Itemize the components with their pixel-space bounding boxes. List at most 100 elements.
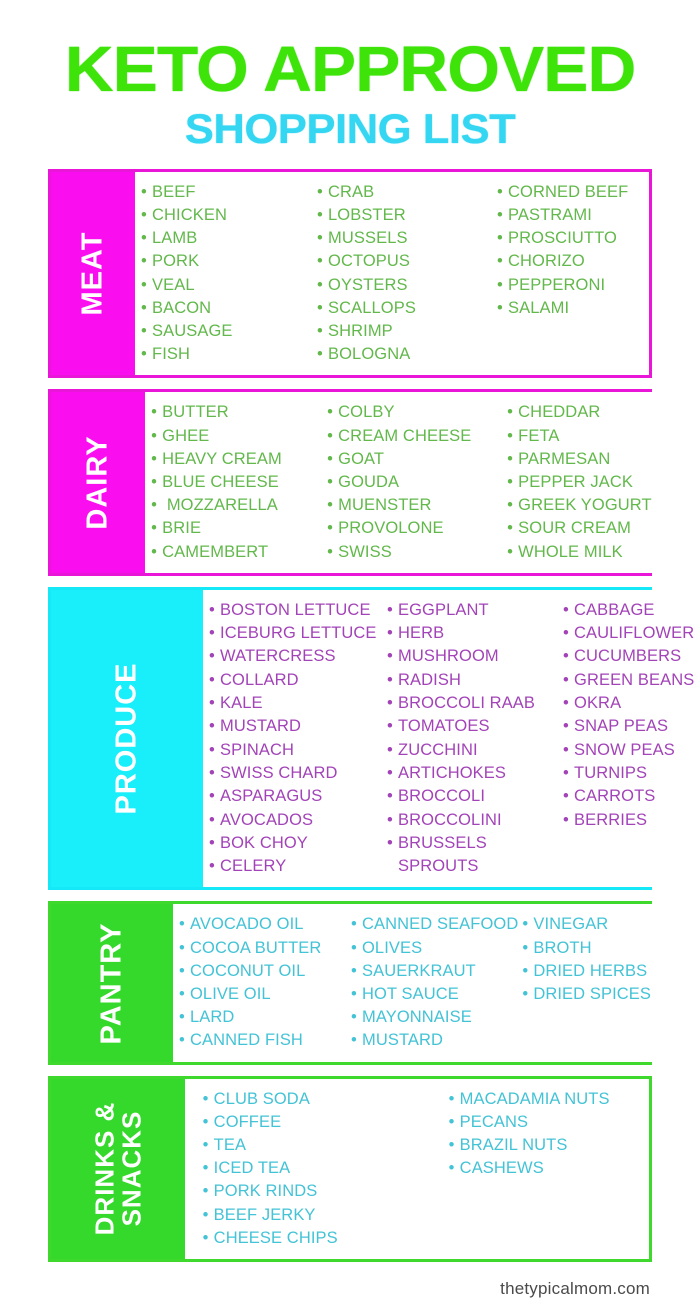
list-item[interactable]: • CANNED SEAFOOD — [351, 913, 518, 936]
list-item[interactable]: • MUENSTER — [327, 494, 503, 517]
list-item[interactable]: • VINEGAR — [522, 913, 651, 936]
list-item[interactable]: • LAMB — [141, 227, 313, 250]
list-item[interactable]: • MAYONNAISE — [351, 1006, 518, 1029]
list-item[interactable]: • SHRIMP — [317, 320, 493, 343]
list-item[interactable]: • SPINACH — [209, 739, 383, 762]
list-item[interactable]: • CASHEWS — [449, 1157, 641, 1180]
list-item[interactable]: • CAMEMBERT — [151, 541, 323, 564]
list-item[interactable]: • PASTRAMI — [497, 204, 641, 227]
list-item[interactable]: • MUSTARD — [209, 715, 383, 738]
list-item[interactable]: • ASPARAGUS — [209, 785, 383, 808]
list-item[interactable]: • EGGPLANT — [387, 599, 559, 622]
list-item[interactable]: • HEAVY CREAM — [151, 448, 323, 471]
list-item[interactable]: • GREEN BEANS — [563, 669, 694, 692]
list-item[interactable]: • GOUDA — [327, 471, 503, 494]
list-item[interactable]: • FISH — [141, 343, 313, 366]
list-item[interactable]: • OKRA — [563, 692, 694, 715]
list-item[interactable]: • BOSTON LETTUCE — [209, 599, 383, 622]
list-item[interactable]: • COLBY — [327, 401, 503, 424]
list-item[interactable]: • WHOLE MILK — [507, 541, 652, 564]
list-item[interactable]: • BEEF — [141, 181, 313, 204]
list-item[interactable]: • WATERCRESS — [209, 645, 383, 668]
list-item[interactable]: • SNOW PEAS — [563, 739, 694, 762]
list-item[interactable]: • BUTTER — [151, 401, 323, 424]
list-item[interactable]: • GREEK YOGURT — [507, 494, 652, 517]
list-item[interactable]: • OLIVES — [351, 937, 518, 960]
list-item[interactable]: • PROSCIUTTO — [497, 227, 641, 250]
list-item[interactable]: • HOT SAUCE — [351, 983, 518, 1006]
list-item[interactable]: • PORK RINDS — [203, 1180, 445, 1203]
list-item[interactable]: • SAUERKRAUT — [351, 960, 518, 983]
list-item[interactable]: • CANNED FISH — [179, 1029, 347, 1052]
list-item[interactable]: • SNAP PEAS — [563, 715, 694, 738]
list-item[interactable]: • LOBSTER — [317, 204, 493, 227]
list-item[interactable]: • DRIED HERBS — [522, 960, 651, 983]
list-item[interactable]: • RADISH — [387, 669, 559, 692]
list-item[interactable]: • BLUE CHEESE — [151, 471, 323, 494]
list-item[interactable]: • BRUSSELS — [387, 832, 559, 855]
list-item[interactable]: • AVOCADOS — [209, 809, 383, 832]
list-item[interactable]: • GHEE — [151, 425, 323, 448]
list-item[interactable]: • COCONUT OIL — [179, 960, 347, 983]
list-item[interactable]: • SCALLOPS — [317, 297, 493, 320]
list-item[interactable]: • PARMESAN — [507, 448, 652, 471]
list-item[interactable]: • BEEF JERKY — [203, 1204, 445, 1227]
list-item[interactable]: • COCOA BUTTER — [179, 937, 347, 960]
list-item[interactable]: • SOUR CREAM — [507, 517, 652, 540]
list-item[interactable]: • MOZZARELLA — [151, 494, 323, 517]
list-item[interactable]: • KALE — [209, 692, 383, 715]
list-item[interactable]: • SWISS — [327, 541, 503, 564]
list-item[interactable]: • ICED TEA — [203, 1157, 445, 1180]
list-item[interactable]: •SPROUTS — [387, 855, 559, 878]
list-item[interactable]: • TOMATOES — [387, 715, 559, 738]
list-item[interactable]: • CHEDDAR — [507, 401, 652, 424]
list-item[interactable]: • SALAMI — [497, 297, 641, 320]
list-item[interactable]: • DRIED SPICES — [522, 983, 651, 1006]
list-item[interactable]: • FETA — [507, 425, 652, 448]
list-item[interactable]: • MUSTARD — [351, 1029, 518, 1052]
list-item[interactable]: • TURNIPS — [563, 762, 694, 785]
list-item[interactable]: • BRIE — [151, 517, 323, 540]
list-item[interactable]: • BERRIES — [563, 809, 694, 832]
list-item[interactable]: • HERB — [387, 622, 559, 645]
list-item[interactable]: • BACON — [141, 297, 313, 320]
list-item[interactable]: • TEA — [203, 1134, 445, 1157]
list-item[interactable]: • CABBAGE — [563, 599, 694, 622]
list-item[interactable]: • BROTH — [522, 937, 651, 960]
list-item[interactable]: • SWISS CHARD — [209, 762, 383, 785]
list-item[interactable]: • MUSSELS — [317, 227, 493, 250]
list-item[interactable]: • CLUB SODA — [203, 1088, 445, 1111]
list-item[interactable]: • CHICKEN — [141, 204, 313, 227]
list-item[interactable]: • PECANS — [449, 1111, 641, 1134]
list-item[interactable]: • CARROTS — [563, 785, 694, 808]
list-item[interactable]: • CELERY — [209, 855, 383, 878]
list-item[interactable]: • ICEBURG LETTUCE — [209, 622, 383, 645]
list-item[interactable]: • COLLARD — [209, 669, 383, 692]
list-item[interactable]: • PORK — [141, 250, 313, 273]
list-item[interactable]: • COFFEE — [203, 1111, 445, 1134]
list-item[interactable]: • CREAM CHEESE — [327, 425, 503, 448]
list-item[interactable]: • PROVOLONE — [327, 517, 503, 540]
list-item[interactable]: • MACADAMIA NUTS — [449, 1088, 641, 1111]
list-item[interactable]: • CHORIZO — [497, 250, 641, 273]
list-item[interactable]: • CRAB — [317, 181, 493, 204]
list-item[interactable]: • BROCCOLINI — [387, 809, 559, 832]
list-item[interactable]: • CHEESE CHIPS — [203, 1227, 445, 1250]
list-item[interactable]: • OLIVE OIL — [179, 983, 347, 1006]
list-item[interactable]: • BOK CHOY — [209, 832, 383, 855]
list-item[interactable]: • GOAT — [327, 448, 503, 471]
list-item[interactable]: • BROCCOLI — [387, 785, 559, 808]
list-item[interactable]: • PEPPER JACK — [507, 471, 652, 494]
list-item[interactable]: • LARD — [179, 1006, 347, 1029]
list-item[interactable]: • BROCCOLI RAAB — [387, 692, 559, 715]
list-item[interactable]: • SAUSAGE — [141, 320, 313, 343]
list-item[interactable]: • ARTICHOKES — [387, 762, 559, 785]
list-item[interactable]: • CORNED BEEF — [497, 181, 641, 204]
list-item[interactable]: • AVOCADO OIL — [179, 913, 347, 936]
list-item[interactable]: • PEPPERONI — [497, 274, 641, 297]
list-item[interactable]: • BRAZIL NUTS — [449, 1134, 641, 1157]
list-item[interactable]: • OCTOPUS — [317, 250, 493, 273]
list-item[interactable]: • ZUCCHINI — [387, 739, 559, 762]
list-item[interactable]: • BOLOGNA — [317, 343, 493, 366]
list-item[interactable]: • MUSHROOM — [387, 645, 559, 668]
